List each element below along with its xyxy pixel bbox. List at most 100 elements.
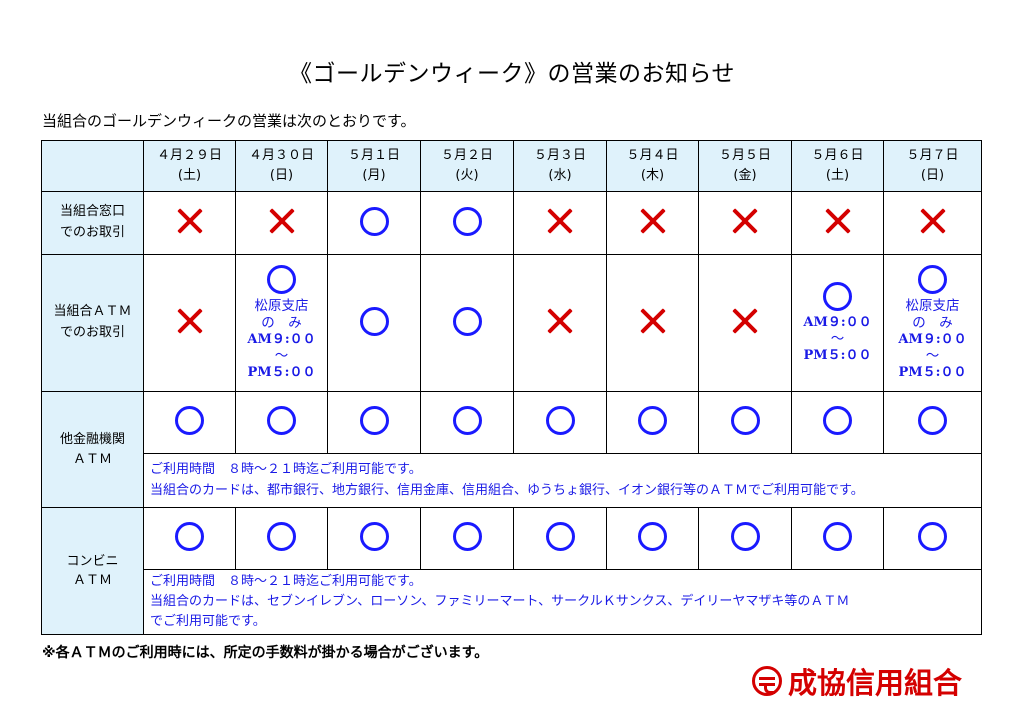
intro-text: 当組合のゴールデンウィークの営業は次のとおりです。 — [42, 112, 416, 130]
date-header: ５月４日 (木) — [606, 140, 699, 192]
date-header: ５月７日 (日) — [883, 140, 982, 192]
status-cell — [420, 391, 514, 454]
status-cell — [420, 507, 514, 570]
atm-hours-note: 松原支店 の み AM９:００ ～ PM５:００ — [247, 297, 316, 380]
date-header: ４月２９日 (土) — [143, 140, 236, 192]
open-circle-icon — [267, 522, 296, 551]
row-label-other-atm: 他金融機関 ＡＴＭ — [41, 391, 144, 508]
status-cell — [513, 507, 607, 570]
status-cell — [513, 254, 607, 392]
date-label: ５月２日 — [440, 147, 493, 163]
open-circle-icon — [823, 406, 852, 435]
date-header: ５月３日 (水) — [513, 140, 607, 192]
open-circle-icon — [823, 522, 852, 551]
status-cell — [327, 391, 421, 454]
open-circle-icon — [730, 522, 760, 551]
date-header-row: ４月２９日 (土) ４月３０日 (日) ５月１日 (月) ５月２日 (火) ５月３日 (水… — [41, 140, 982, 192]
open-circle-icon — [267, 264, 296, 294]
status-cell — [143, 391, 236, 454]
status-mark — [792, 281, 883, 315]
row-label-atm: 当組合ＡＴＭ でのお取引 — [41, 254, 144, 392]
status-cell — [143, 254, 236, 392]
open-circle-icon — [452, 406, 482, 435]
closed-cross-icon — [546, 307, 574, 335]
open-circle-icon — [359, 522, 389, 551]
open-circle-icon — [452, 522, 482, 551]
other-atm-row: 他金融機関 ＡＴＭ — [41, 391, 982, 508]
date-label: ４月２９日 — [156, 147, 222, 163]
status-cell — [698, 507, 792, 570]
status-cell — [791, 507, 884, 570]
day-label: (月) — [362, 168, 386, 183]
open-circle-icon — [545, 406, 575, 435]
status-cell — [698, 191, 792, 255]
status-cell — [143, 507, 236, 570]
date-label: ５月５日 — [718, 147, 771, 163]
date-label: ４月３０日 — [248, 147, 314, 163]
atm-hours-note: 松原支店 の み AM９:００ ～ PM５:００ — [898, 297, 967, 380]
convenience-row: コンビニ ＡＴＭ — [41, 506, 982, 636]
date-label: ５月１日 — [347, 147, 400, 163]
status-mark — [236, 264, 327, 298]
closed-cross-icon — [546, 207, 574, 235]
closed-cross-icon — [824, 207, 852, 235]
other-atm-note-row: ご利用時間 ８時～２１時迄ご利用可能です。 当組合のカードは、都市銀行、地方銀行… — [42, 453, 982, 508]
other-atm-note: ご利用時間 ８時～２１時迄ご利用可能です。 当組合のカードは、都市銀行、地方銀行… — [143, 453, 982, 508]
day-label: (土) — [177, 168, 202, 183]
date-header: ５月１日 (月) — [327, 140, 421, 192]
status-cell — [513, 191, 607, 255]
day-label: (火) — [455, 168, 479, 183]
date-label: ５月６日 — [811, 147, 864, 163]
row-label-convenience: コンビニ ＡＴＭ — [41, 506, 144, 636]
date-header: ５月５日 (金) — [698, 140, 792, 192]
status-cell — [327, 507, 421, 570]
open-circle-icon — [452, 306, 482, 336]
fee-footnote: ※各ＡＴＭのご利用時には、所定の手数料が掛かる場合がございます。 — [42, 645, 489, 661]
open-circle-icon — [359, 306, 389, 336]
day-label: (木) — [640, 168, 665, 183]
status-cell — [235, 391, 328, 454]
open-circle-icon — [918, 264, 947, 294]
date-header: ４月３０日 (日) — [235, 140, 328, 192]
status-cell — [235, 507, 328, 570]
open-circle-icon — [359, 206, 389, 236]
window-row: 当組合窓口 でのお取引 — [41, 191, 982, 255]
status-cell — [606, 254, 699, 392]
status-cell — [791, 391, 884, 454]
schedule-table: ４月２９日 (土) ４月３０日 (日) ５月１日 (月) ５月２日 (火) ５月３日 (水… — [41, 140, 982, 636]
status-cell — [883, 507, 982, 570]
open-circle-icon — [267, 406, 296, 435]
status-cell-with-note: 松原支店 の み AM９:００ ～ PM５:００ — [235, 254, 328, 392]
convenience-note-row: ご利用時間 ８時～２１時迄ご利用可能です。 当組合のカードは、セブンイレブン、ロ… — [42, 568, 982, 636]
page-title: 《ゴールデンウィーク》の営業のお知らせ — [288, 61, 736, 87]
status-cell-with-note: 松原支店 の み AM９:００ ～ PM５:００ — [883, 254, 982, 392]
day-label: (日) — [920, 168, 945, 183]
open-circle-icon — [638, 406, 667, 435]
status-cell — [235, 191, 328, 255]
date-header: ５月６日 (土) — [791, 140, 884, 192]
status-cell — [698, 391, 792, 454]
date-label: ５月７日 — [906, 147, 959, 163]
day-label: (金) — [733, 168, 757, 183]
open-circle-icon — [918, 522, 947, 551]
status-cell — [513, 391, 607, 454]
open-circle-icon — [730, 406, 760, 435]
closed-cross-icon — [919, 207, 947, 235]
closed-cross-icon — [639, 207, 667, 235]
row-label-window: 当組合窓口 でのお取引 — [41, 191, 144, 255]
closed-cross-icon — [639, 307, 667, 335]
status-cell — [143, 191, 236, 255]
status-cell — [883, 191, 982, 255]
open-circle-icon — [918, 406, 947, 435]
status-mark — [884, 264, 981, 298]
date-header: ５月２日 (火) — [420, 140, 514, 192]
status-cell — [327, 191, 421, 255]
day-label: (水) — [548, 168, 572, 183]
status-cell — [698, 254, 792, 392]
day-label: (日) — [269, 168, 294, 183]
open-circle-icon — [545, 522, 575, 551]
header-corner — [41, 140, 144, 192]
atm-hours-note: AM９:００ ～ PM５:００ — [803, 314, 872, 363]
open-circle-icon — [175, 406, 204, 435]
closed-cross-icon — [731, 207, 759, 235]
